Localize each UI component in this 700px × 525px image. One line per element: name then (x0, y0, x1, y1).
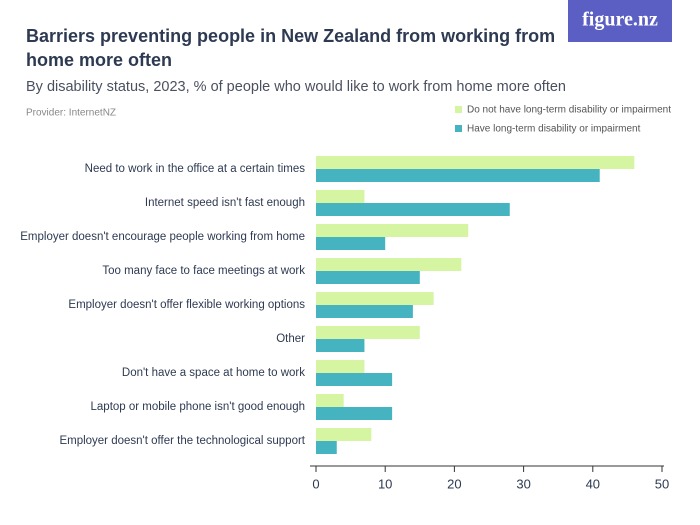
bar (316, 373, 393, 386)
legend-label: Have long-term disability or impairment (467, 124, 641, 135)
y-tick-label: Employer doesn't encourage people workin… (20, 231, 305, 243)
y-tick-label: Internet speed isn't fast enough (145, 197, 305, 209)
x-tick-label: 0 (312, 476, 319, 491)
chart-title: Barriers preventing people in New Zealan… (26, 26, 555, 46)
bar (316, 292, 434, 305)
x-tick-label: 20 (447, 476, 461, 491)
provider: Provider: InternetNZ (26, 108, 116, 119)
bar (316, 169, 600, 182)
bar (316, 326, 420, 339)
bar (316, 203, 510, 216)
x-tick-label: 10 (378, 476, 392, 491)
bar (316, 156, 635, 169)
bar (316, 441, 337, 454)
legend-swatch (455, 125, 462, 132)
bar (316, 237, 386, 250)
bar (316, 258, 462, 271)
y-tick-label: Too many face to face meetings at work (102, 265, 305, 277)
bar (316, 339, 365, 352)
bar (316, 360, 365, 373)
legend-swatch (455, 106, 462, 113)
x-tick-label: 30 (516, 476, 530, 491)
logo-box (568, 0, 672, 42)
bar (316, 271, 420, 284)
bar (316, 224, 469, 237)
x-tick-label: 40 (586, 476, 600, 491)
bar (316, 190, 365, 203)
bar (316, 407, 393, 420)
logo: figure.nz (582, 9, 658, 31)
y-tick-label: Need to work in the office at a certain … (85, 163, 306, 175)
y-tick-label: Don't have a space at home to work (122, 367, 305, 379)
y-tick-label: Laptop or mobile phone isn't good enough (91, 401, 305, 413)
bar (316, 428, 372, 441)
y-tick-label: Other (276, 333, 305, 345)
bar (316, 305, 413, 318)
y-tick-label: Employer doesn't offer flexible working … (68, 299, 305, 311)
bar (316, 394, 344, 407)
chart-subtitle: By disability status, 2023, % of people … (26, 79, 566, 95)
x-tick-label: 50 (655, 476, 669, 491)
y-tick-label: Employer doesn't offer the technological… (59, 435, 305, 447)
legend-label: Do not have long-term disability or impa… (467, 105, 671, 116)
chart-title: home more often (26, 50, 172, 70)
